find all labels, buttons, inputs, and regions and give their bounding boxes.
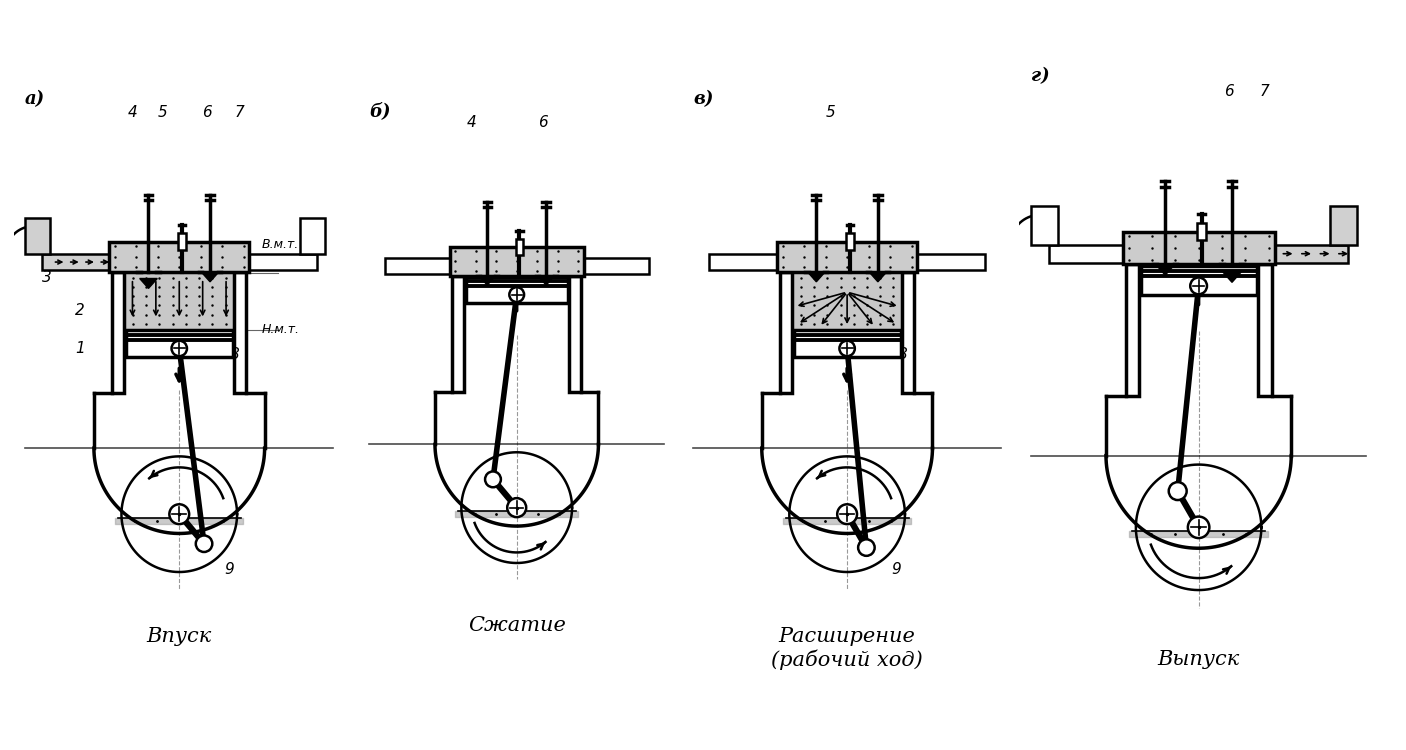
Text: В.м.т.: В.м.т. [262, 238, 299, 250]
Text: 9: 9 [224, 562, 233, 577]
Bar [249, 254, 316, 271]
Bar [42, 254, 110, 271]
Circle shape [1168, 482, 1187, 500]
Circle shape [508, 498, 526, 517]
Text: 4: 4 [467, 116, 477, 130]
Polygon shape [139, 278, 157, 289]
Bar [124, 272, 235, 330]
Bar [235, 272, 246, 393]
Bar [778, 242, 917, 272]
Bar [179, 233, 186, 250]
Circle shape [858, 539, 875, 556]
Text: 1: 1 [76, 341, 84, 356]
Bar [903, 272, 914, 393]
Bar [780, 272, 792, 393]
Bar [1123, 232, 1274, 265]
Circle shape [839, 340, 855, 356]
Bar [794, 330, 900, 357]
Bar [917, 254, 984, 271]
Text: 8: 8 [229, 347, 239, 362]
Bar [1032, 206, 1059, 245]
Text: 4: 4 [128, 105, 138, 120]
Circle shape [195, 536, 212, 552]
Circle shape [172, 340, 187, 356]
Polygon shape [1156, 265, 1175, 275]
Text: 6: 6 [538, 116, 548, 130]
Polygon shape [1222, 272, 1241, 282]
Polygon shape [869, 272, 887, 282]
Polygon shape [537, 276, 554, 285]
Text: 7: 7 [235, 105, 245, 120]
Text: 5: 5 [157, 105, 167, 120]
Circle shape [169, 504, 190, 524]
Text: 3: 3 [42, 270, 52, 285]
Polygon shape [201, 272, 219, 282]
Text: Впуск: Впуск [146, 627, 212, 646]
Text: г): г) [1032, 68, 1050, 86]
Text: 2: 2 [76, 303, 84, 318]
Text: Выпуск: Выпуск [1157, 650, 1240, 669]
Bar [1258, 265, 1271, 396]
Bar [792, 272, 903, 330]
Bar [516, 238, 523, 254]
Circle shape [837, 504, 858, 524]
Polygon shape [479, 276, 496, 285]
Bar [112, 272, 124, 393]
Bar [1198, 223, 1206, 241]
Bar [453, 276, 464, 392]
Bar [710, 254, 778, 271]
Bar [583, 258, 648, 274]
Bar [569, 276, 581, 392]
Bar [450, 247, 583, 276]
Circle shape [509, 287, 524, 302]
Text: 8: 8 [897, 347, 907, 362]
Bar [1274, 244, 1348, 262]
Polygon shape [807, 272, 825, 282]
Bar [465, 277, 568, 303]
Bar [1140, 266, 1257, 296]
Text: в): в) [693, 90, 713, 108]
Bar [110, 242, 249, 272]
Text: 7: 7 [1260, 83, 1270, 98]
Text: 5: 5 [825, 105, 835, 120]
Text: б): б) [370, 102, 391, 120]
Text: Н.м.т.: Н.м.т. [262, 323, 299, 336]
Text: Сжатие: Сжатие [468, 616, 565, 634]
Bar [385, 258, 450, 274]
Text: 6: 6 [202, 105, 212, 120]
Text: Расширение
(рабочий ход): Расширение (рабочий ход) [772, 627, 922, 670]
Text: 9: 9 [891, 562, 901, 577]
Bar [846, 233, 853, 250]
Circle shape [1191, 278, 1206, 294]
Circle shape [485, 472, 501, 488]
Text: 6: 6 [1223, 83, 1233, 98]
Bar [1049, 244, 1123, 262]
Bar [1330, 206, 1357, 245]
Bar [25, 218, 49, 254]
Bar [1126, 265, 1139, 396]
Text: а): а) [25, 90, 45, 108]
Bar [127, 330, 232, 357]
Bar [301, 218, 325, 254]
Circle shape [1188, 517, 1209, 538]
